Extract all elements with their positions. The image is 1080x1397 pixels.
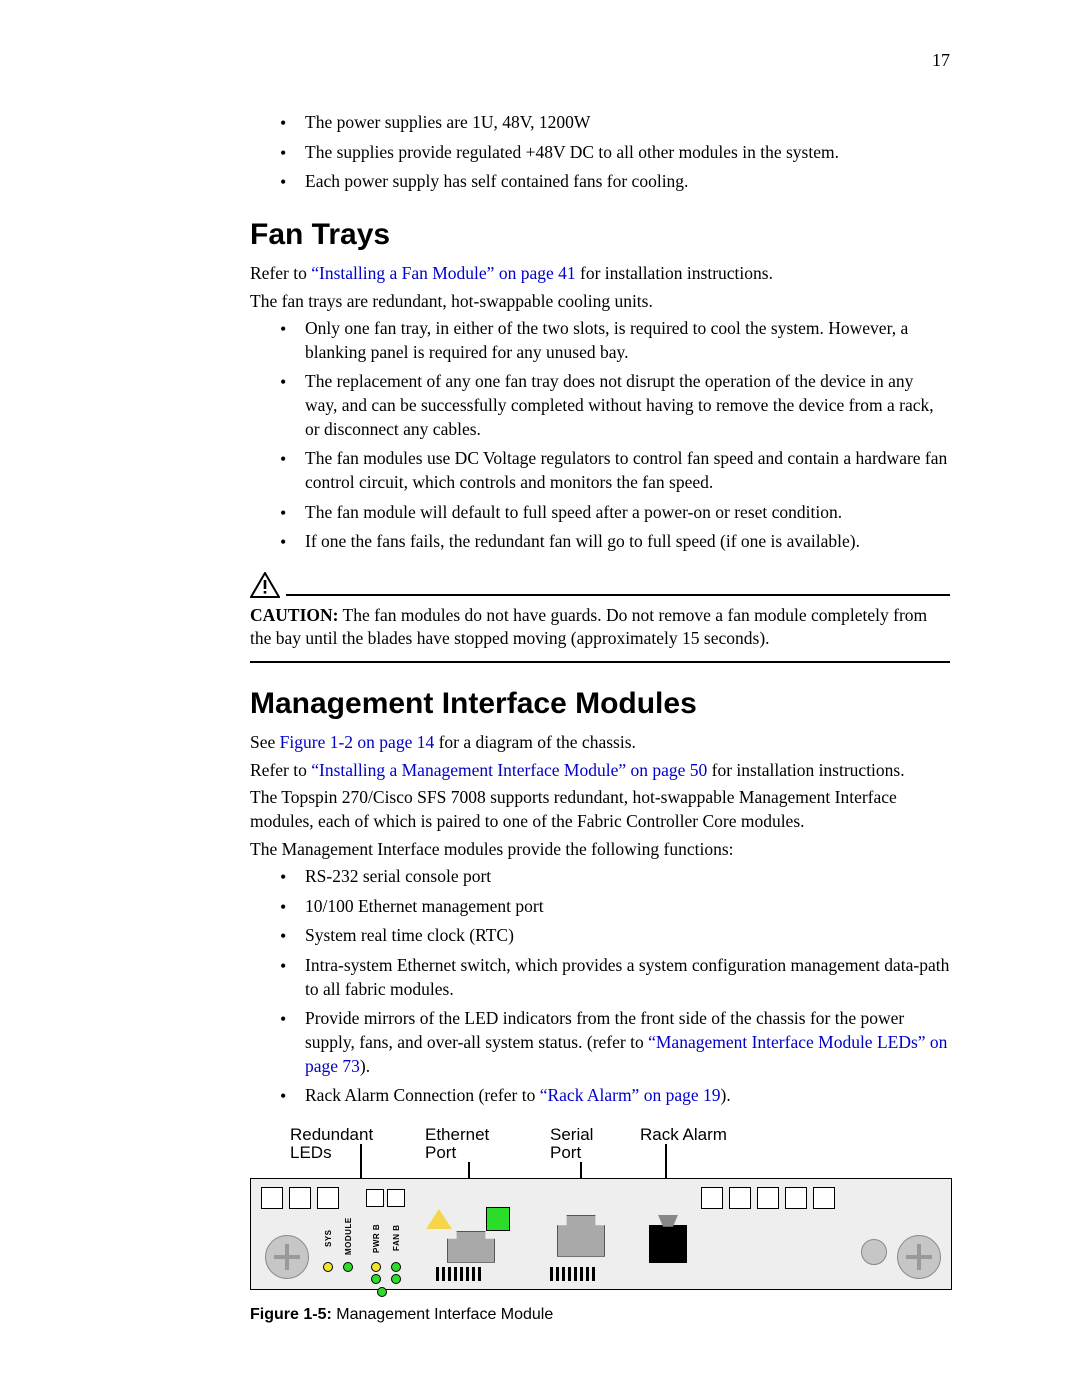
figure-caption-number: Figure 1-5: xyxy=(250,1306,332,1323)
link-install-mgmt-module[interactable]: “Installing a Management Interface Modul… xyxy=(311,760,707,780)
list-item: Intra-system Ethernet switch, which prov… xyxy=(280,954,950,1001)
led-dot xyxy=(323,1262,333,1272)
text: Serial Port xyxy=(550,1126,610,1163)
list-item: If one the fans fails, the redundant fan… xyxy=(280,530,950,554)
fan-trays-bullets: Only one fan tray, in either of the two … xyxy=(280,317,950,554)
list-item: 10/100 Ethernet management port xyxy=(280,895,950,919)
text: ). xyxy=(360,1056,370,1076)
heading-mgmt-interface: Management Interface Modules xyxy=(250,687,950,721)
ethernet-port xyxy=(446,1231,496,1263)
status-triangle-icon xyxy=(426,1209,452,1229)
panel-slot xyxy=(387,1189,405,1207)
module-panel: SYS MODULE PWR B FAN B xyxy=(250,1178,952,1290)
led-dot xyxy=(371,1274,381,1284)
fan-trays-ref-paragraph: Refer to “Installing a Fan Module” on pa… xyxy=(250,262,950,286)
rack-alarm-port xyxy=(649,1225,687,1263)
led-label: PWR B xyxy=(372,1221,381,1255)
list-item: The supplies provide regulated +48V DC t… xyxy=(280,141,950,165)
panel-slot xyxy=(289,1187,311,1209)
panel-slot xyxy=(317,1187,339,1209)
text: See xyxy=(250,732,280,752)
port-pins xyxy=(433,1261,483,1281)
label-rack-alarm: Rack Alarm xyxy=(640,1126,727,1145)
mgmt-bullets: RS-232 serial console port 10/100 Ethern… xyxy=(280,865,950,1108)
mgmt-refer-install: Refer to “Installing a Management Interf… xyxy=(250,759,950,783)
mgmt-desc-2: The Management Interface modules provide… xyxy=(250,838,950,862)
panel-slot xyxy=(701,1187,723,1209)
screw-icon xyxy=(265,1235,309,1279)
led-column-fan-b: FAN B xyxy=(387,1221,405,1302)
list-item: The power supplies are 1U, 48V, 1200W xyxy=(280,111,950,135)
panel-slot xyxy=(729,1187,751,1209)
rule xyxy=(250,661,950,663)
port-pins xyxy=(547,1261,597,1281)
led-dot xyxy=(391,1274,401,1284)
list-item: Rack Alarm Connection (refer to “Rack Al… xyxy=(280,1084,950,1108)
list-item: Each power supply has self contained fan… xyxy=(280,170,950,194)
mgmt-desc-1: The Topspin 270/Cisco SFS 7008 supports … xyxy=(250,786,950,833)
label-redundant-leds: Redundant LEDs xyxy=(290,1126,380,1163)
rule xyxy=(286,594,950,596)
figure-caption-text: Management Interface Module xyxy=(332,1306,553,1323)
text: Ethernet Port xyxy=(425,1126,505,1163)
led-label: SYS xyxy=(324,1221,333,1255)
label-serial-port: Serial Port xyxy=(550,1126,610,1163)
panel-slot xyxy=(757,1187,779,1209)
text: Refer to xyxy=(250,760,311,780)
led-column-module: MODULE xyxy=(339,1221,357,1272)
led-dot xyxy=(377,1287,387,1297)
heading-fan-trays: Fan Trays xyxy=(250,218,950,252)
fan-trays-desc: The fan trays are redundant, hot-swappab… xyxy=(250,290,950,314)
status-square-icon xyxy=(486,1207,510,1231)
panel-slot xyxy=(813,1187,835,1209)
caution-block: CAUTION: The fan modules do not have gua… xyxy=(250,572,950,663)
serial-port xyxy=(556,1215,606,1257)
link-rack-alarm[interactable]: “Rack Alarm” on page 19 xyxy=(540,1085,721,1105)
text: Redundant LEDs xyxy=(290,1126,380,1163)
led-column-pwr-b: PWR B xyxy=(367,1221,385,1284)
text: for installation instructions. xyxy=(707,760,904,780)
warning-icon xyxy=(250,572,280,598)
figure-1-5: Redundant LEDs Ethernet Port Serial Port… xyxy=(250,1126,950,1324)
led-dot xyxy=(371,1262,381,1272)
text: for installation instructions. xyxy=(576,263,773,283)
panel-slot xyxy=(261,1187,283,1209)
list-item: The replacement of any one fan tray does… xyxy=(280,370,950,441)
text: Rack Alarm Connection (refer to xyxy=(305,1085,540,1105)
screw-icon xyxy=(897,1235,941,1279)
link-install-fan-module[interactable]: “Installing a Fan Module” on page 41 xyxy=(311,263,575,283)
list-item: The fan modules use DC Voltage regulator… xyxy=(280,447,950,494)
mgmt-see-figure: See Figure 1-2 on page 14 for a diagram … xyxy=(250,731,950,755)
text: ). xyxy=(721,1085,731,1105)
power-supply-bullets: The power supplies are 1U, 48V, 1200W Th… xyxy=(280,111,950,194)
panel-slot xyxy=(366,1189,384,1207)
document-page: 17 The power supplies are 1U, 48V, 1200W… xyxy=(0,0,1080,1374)
text: Refer to xyxy=(250,263,311,283)
led-dot xyxy=(343,1262,353,1272)
caution-text: CAUTION: The fan modules do not have gua… xyxy=(250,604,950,651)
figure-caption: Figure 1-5: Management Interface Module xyxy=(250,1306,950,1324)
led-dot xyxy=(391,1262,401,1272)
led-column-sys: SYS xyxy=(319,1221,337,1272)
list-item: Only one fan tray, in either of the two … xyxy=(280,317,950,364)
small-circle xyxy=(861,1239,887,1265)
list-item: Provide mirrors of the LED indicators fr… xyxy=(280,1007,950,1078)
text: for a diagram of the chassis. xyxy=(434,732,636,752)
list-item: System real time clock (RTC) xyxy=(280,924,950,948)
list-item: The fan module will default to full spee… xyxy=(280,501,950,525)
led-label: MODULE xyxy=(344,1221,353,1255)
label-ethernet-port: Ethernet Port xyxy=(425,1126,505,1163)
caution-body: The fan modules do not have guards. Do n… xyxy=(250,605,927,649)
page-number: 17 xyxy=(250,50,950,71)
figure-callout-labels: Redundant LEDs Ethernet Port Serial Port… xyxy=(250,1126,950,1178)
list-item: RS-232 serial console port xyxy=(280,865,950,889)
link-figure-1-2[interactable]: Figure 1-2 on page 14 xyxy=(280,732,435,752)
panel-slot xyxy=(785,1187,807,1209)
led-label: FAN B xyxy=(392,1221,401,1255)
caution-label: CAUTION: xyxy=(250,605,338,625)
